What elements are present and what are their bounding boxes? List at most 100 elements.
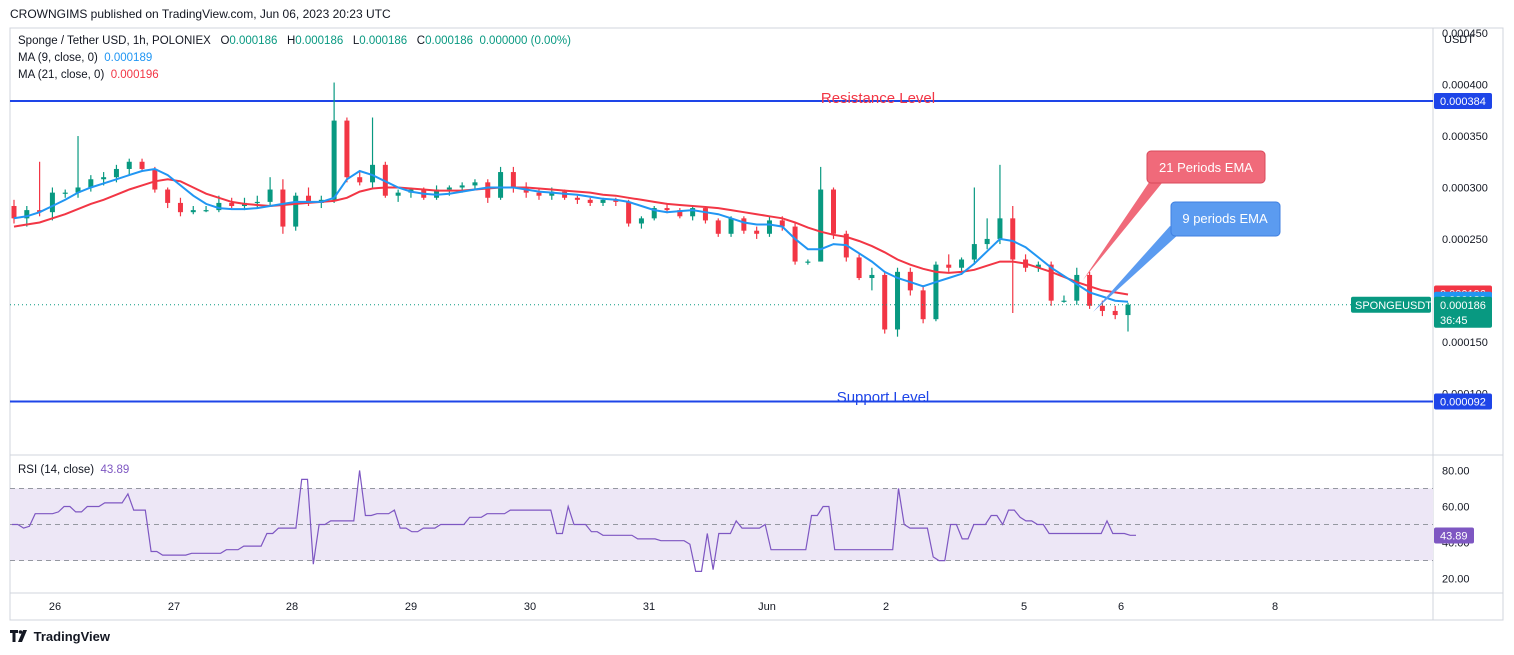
candle-body <box>216 202 222 211</box>
candle-body <box>766 220 772 234</box>
candle-body <box>498 172 504 198</box>
candle-body <box>741 218 747 231</box>
candle-body <box>959 259 965 268</box>
time-axis-tick: Jun <box>758 601 776 613</box>
ema9-pointer <box>1093 226 1180 312</box>
legend-rsi-value: 43.89 <box>100 464 130 476</box>
candle-body <box>446 187 452 190</box>
candle-body <box>485 182 491 198</box>
candle-body <box>613 199 619 202</box>
candle-body <box>1061 300 1067 302</box>
candle-body <box>549 191 555 196</box>
rsi-line <box>12 470 1136 573</box>
time-axis-tick: 8 <box>1272 601 1278 613</box>
ma9-line <box>13 167 1129 303</box>
symbol-tag <box>1351 296 1431 313</box>
candle-body <box>754 230 760 234</box>
legend-open-label: O <box>220 35 230 47</box>
candle-body <box>510 172 516 188</box>
legend-rsi-row[interactable]: RSI (14, close) 43.89 <box>18 464 129 476</box>
legend-ohlc-row: Sponge / Tether USD, 1h, POLONIEX O0.000… <box>18 35 571 47</box>
candle-body <box>830 189 836 234</box>
rsi-axis-tick: 20.00 <box>1442 574 1470 586</box>
candle-body <box>49 192 55 213</box>
candle-body <box>997 218 1003 239</box>
candle-body <box>395 192 401 196</box>
candle-body <box>779 220 785 227</box>
legend-ma9-label: MA (9, close, 0) <box>18 52 98 64</box>
candle-body <box>1112 310 1118 316</box>
legend-ma21-value: 0.000196 <box>110 69 159 81</box>
candle-body <box>600 199 606 203</box>
tradingview-logo[interactable]: TradingView <box>10 629 110 644</box>
candle-body <box>472 182 478 186</box>
countdown-tag-label: 36:45 <box>1440 315 1468 327</box>
legend-high: 0.000186 <box>295 35 344 47</box>
time-axis-tick: 28 <box>286 601 298 613</box>
candle-body <box>1074 274 1080 301</box>
candle-body <box>459 185 465 188</box>
legend-ma9-value: 0.000189 <box>104 52 153 64</box>
last-price-tag-label: 0.000186 <box>1440 300 1486 312</box>
candle-body <box>587 199 593 203</box>
rsi-tag <box>1434 527 1474 544</box>
legend-change: 0.000000 (0.00%) <box>479 35 571 47</box>
symbol-tag-label: SPONGEUSDT <box>1355 300 1432 312</box>
time-axis-tick: 5 <box>1021 601 1027 613</box>
time-axis-tick: 31 <box>643 601 655 613</box>
candle-body <box>165 189 171 203</box>
candle-body <box>434 189 440 198</box>
candle-body <box>331 120 337 200</box>
candle-body <box>293 195 299 227</box>
candle-body <box>1099 305 1105 311</box>
candle-body <box>626 201 632 224</box>
rsi-axis-tick: 80.00 <box>1442 465 1470 477</box>
candle-body <box>728 218 734 234</box>
candle-body <box>882 274 888 330</box>
legend-close-label: C <box>416 35 426 47</box>
currency-label: USDT <box>1444 34 1474 46</box>
price-axis-tick: 0.000300 <box>1442 182 1488 194</box>
candle-body <box>88 179 94 188</box>
candle-body <box>971 244 977 260</box>
candle-body <box>1048 264 1054 301</box>
ema21-callout <box>1146 150 1266 184</box>
candle-body <box>715 220 721 234</box>
candle-body <box>1087 274 1093 306</box>
candle-body <box>536 192 542 196</box>
candle-body <box>229 202 235 207</box>
candle-body <box>267 189 273 202</box>
candle-body <box>856 257 862 279</box>
support-label: Support Level <box>837 389 930 406</box>
candle-body <box>574 197 580 200</box>
resistance-tag-label: 0.000384 <box>1440 96 1486 108</box>
price-axis-tick: 0.000450 <box>1442 28 1488 40</box>
legend-ma21-row[interactable]: MA (21, close, 0) 0.000196 <box>18 69 159 81</box>
candle-body <box>792 226 798 262</box>
candle-body <box>869 274 875 279</box>
candle-body <box>920 290 926 320</box>
legend-low: 0.000186 <box>359 35 408 47</box>
candle-body <box>895 271 901 330</box>
rsi-axis-tick: 60.00 <box>1442 501 1470 513</box>
candle-body <box>1035 264 1041 268</box>
ema9-callout-label: 9 periods EMA <box>1182 211 1268 226</box>
legend-ma9-row[interactable]: MA (9, close, 0) 0.000189 <box>18 52 152 64</box>
legend-low-label: L <box>352 35 360 47</box>
candle-body <box>280 189 286 227</box>
candle-body <box>805 261 811 263</box>
price-axis-tick: 0.000400 <box>1442 80 1488 92</box>
candle-body <box>818 189 824 262</box>
last-price-tag <box>1434 296 1492 328</box>
support-tag-label: 0.000092 <box>1440 396 1486 408</box>
candle-body <box>254 201 260 204</box>
resistance-tag <box>1434 93 1492 110</box>
candle-body <box>24 210 30 219</box>
candle-body <box>62 192 68 194</box>
time-axis-tick: 2 <box>883 601 889 613</box>
candle-body <box>677 210 683 217</box>
candle-body <box>139 161 145 169</box>
candle-body <box>1010 218 1016 260</box>
chart-frame <box>9 27 1504 621</box>
